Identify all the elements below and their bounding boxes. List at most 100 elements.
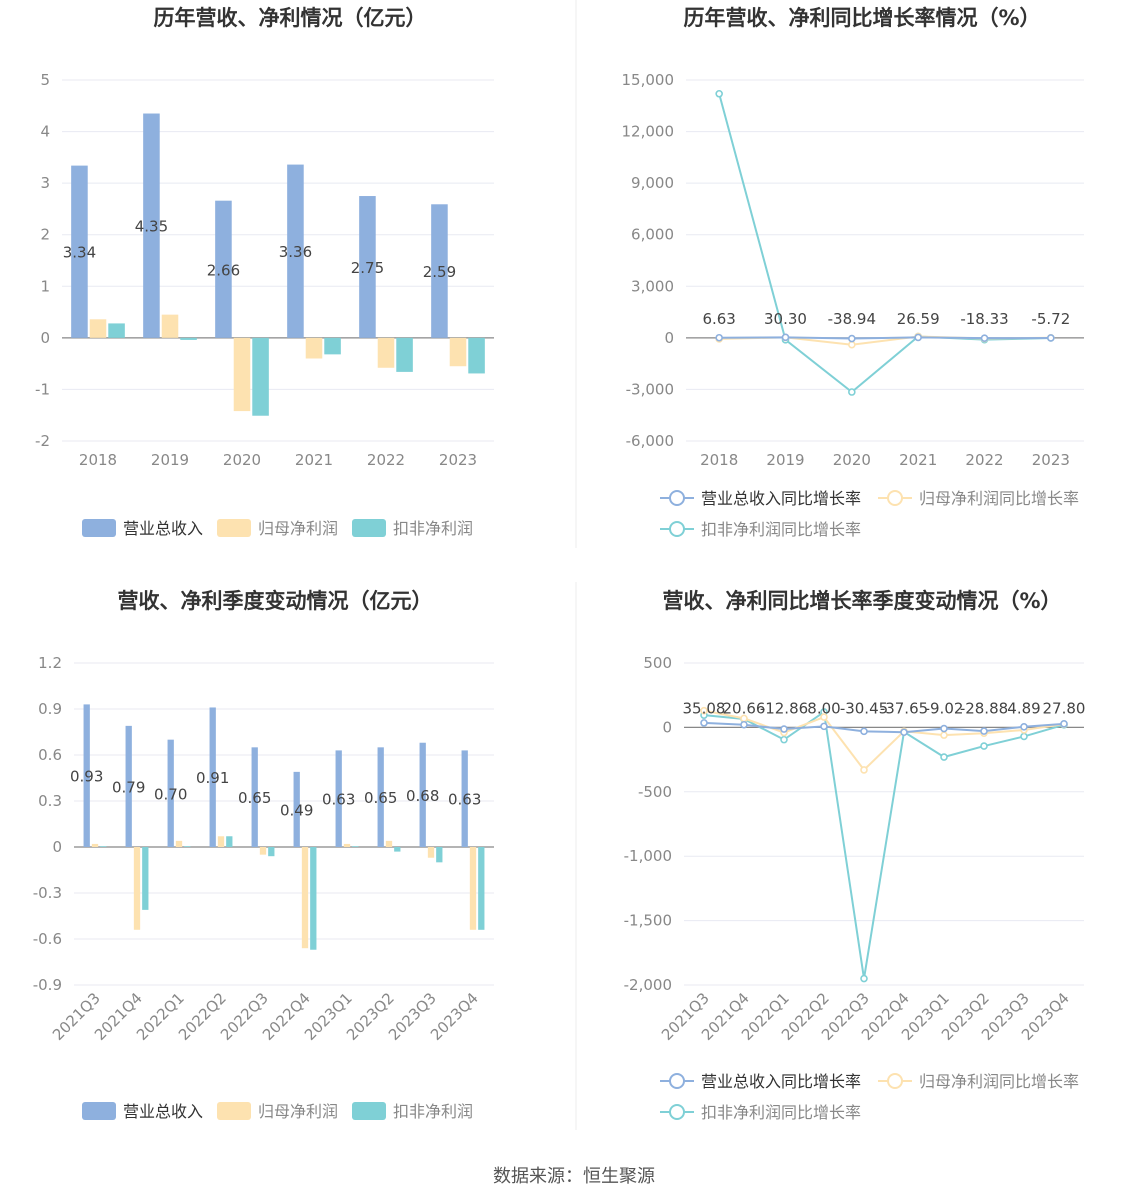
bar	[175, 840, 183, 847]
data-label: 0.68	[406, 787, 439, 805]
data-label: -37.65	[880, 699, 928, 717]
x-tick-label: 2019	[151, 451, 189, 469]
x-tick-label: 2022	[367, 451, 405, 469]
series-point	[1060, 720, 1068, 728]
series-point	[1047, 334, 1055, 342]
y-tick-label: -2	[35, 432, 50, 450]
y-tick-label: -500	[638, 783, 672, 801]
bar	[226, 836, 233, 847]
data-source-label: 数据来源：恒生聚源	[493, 1166, 655, 1187]
data-label: 0.63	[322, 791, 355, 809]
y-tick-label: -2,000	[624, 976, 672, 994]
y-tick-label: 2	[40, 226, 50, 244]
x-tick-label: 2021	[899, 451, 937, 469]
legend-label: 扣非净利润	[393, 519, 473, 538]
bar	[385, 840, 393, 847]
bar	[252, 337, 269, 416]
data-label: 0.79	[112, 778, 145, 796]
bar	[161, 314, 179, 338]
series-line	[703, 721, 1065, 734]
legend-label: 扣非净利润同比增长率	[701, 520, 861, 539]
bar	[478, 847, 485, 930]
y-tick-label: 3	[40, 174, 50, 192]
bar	[184, 846, 191, 847]
bar	[83, 704, 90, 847]
series-point	[820, 722, 828, 731]
y-tick-label: 5	[40, 71, 50, 89]
y-tick-label: 0.6	[38, 746, 62, 764]
chart-title: 营收、净利季度变动情况（亿元）	[118, 589, 433, 613]
bar	[268, 847, 275, 857]
data-label: 2.66	[207, 261, 240, 279]
series-point	[940, 753, 948, 761]
series-line	[703, 709, 1065, 772]
series-point	[700, 719, 708, 727]
y-tick-label: -1	[35, 380, 50, 398]
data-label: 0.91	[196, 769, 229, 787]
y-tick-label: 9,000	[631, 174, 674, 192]
bar	[287, 164, 304, 338]
series-point	[1020, 722, 1028, 731]
series-point	[860, 766, 868, 774]
series-point	[781, 333, 790, 342]
bar	[133, 847, 141, 930]
series-point	[980, 742, 988, 750]
data-label: 30.30	[764, 310, 807, 328]
legend-label: 归母净利润同比增长率	[919, 1072, 1079, 1091]
series-point	[715, 333, 723, 342]
bar	[396, 337, 413, 372]
data-label: -9.02	[925, 699, 964, 717]
data-label: 0.65	[364, 789, 397, 807]
bar	[180, 337, 197, 340]
data-label: 2.59	[423, 263, 456, 281]
bar	[217, 836, 225, 847]
data-label: 3.36	[279, 243, 312, 261]
data-label: 26.59	[897, 310, 940, 328]
bar	[377, 747, 384, 847]
y-tick-label: 0.9	[38, 700, 62, 718]
series-line	[718, 93, 1051, 394]
bar	[305, 337, 323, 359]
y-tick-label: 12,000	[622, 123, 675, 141]
series-point	[1020, 732, 1028, 741]
bar	[431, 204, 448, 338]
legend-label: 营业总收入同比增长率	[701, 1072, 861, 1091]
bar	[427, 847, 435, 858]
legend-label: 扣非净利润	[393, 1102, 473, 1121]
bar	[209, 707, 216, 847]
bar	[335, 750, 342, 847]
chart-title: 历年营收、净利同比增长率情况（%）	[683, 6, 1040, 30]
legend-swatch	[352, 1102, 386, 1120]
y-tick-label: 0	[40, 329, 50, 347]
x-tick-label: 2020	[833, 451, 871, 469]
series-point	[848, 388, 856, 396]
bar	[359, 196, 376, 338]
series-point	[820, 713, 828, 721]
y-tick-label: 0	[52, 838, 62, 856]
bar	[71, 165, 88, 338]
data-label: -5.72	[1031, 310, 1070, 328]
bar-chart-panel: 历年营收、净利情况（亿元） -2 -1 0 1 2 3 4 5 2018 2019 2020 2021 2…	[35, 6, 494, 538]
series-point	[860, 974, 868, 983]
legend-swatch	[217, 519, 251, 537]
data-label: 4.89	[1007, 699, 1040, 717]
bar	[468, 337, 485, 374]
y-tick-label: 6,000	[631, 226, 674, 244]
bar	[100, 846, 107, 847]
legend-swatch	[887, 1073, 903, 1089]
series-point	[780, 735, 788, 744]
series-point	[700, 706, 708, 715]
series-point	[848, 334, 856, 343]
data-label: -18.33	[960, 310, 1008, 328]
line-chart-panel: 营收、净利同比增长率季度变动情况（%） -2,000 -1,500 -1,000 -50…	[624, 589, 1086, 1122]
y-tick-label: -3,000	[626, 380, 674, 398]
bar	[143, 113, 160, 338]
x-tick-label: 2023	[439, 451, 477, 469]
y-tick-label: 0	[662, 718, 672, 736]
y-tick-label: 4	[40, 123, 50, 141]
bar	[259, 847, 267, 855]
bar	[461, 750, 468, 847]
legend-label: 营业总收入同比增长率	[701, 489, 861, 508]
legend-swatch	[352, 519, 386, 537]
bar	[394, 847, 401, 852]
